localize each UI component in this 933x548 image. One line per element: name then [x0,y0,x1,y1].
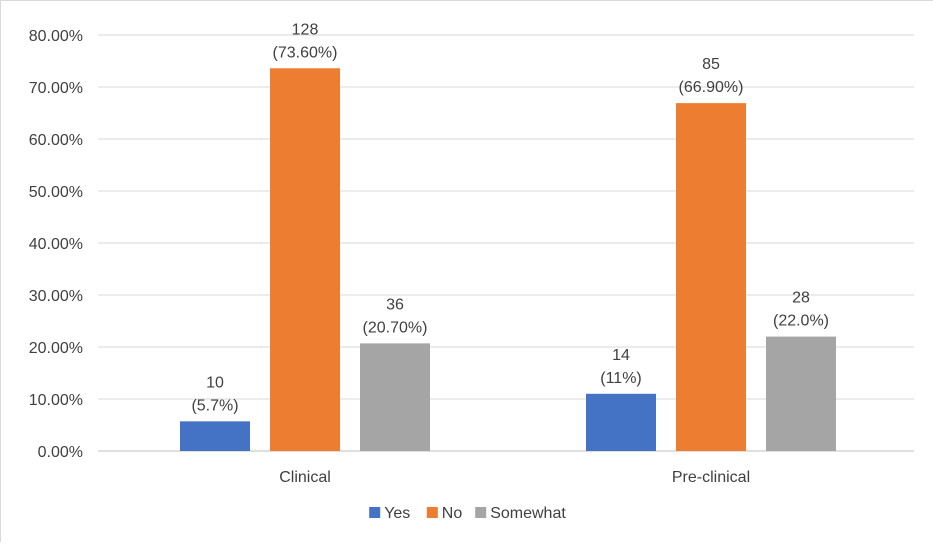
legend-swatch-somewhat [475,507,487,518]
bar-no-1 [676,103,746,452]
legend-label-somewhat: Somewhat [490,505,566,522]
data-label-percent: (20.70%) [363,319,428,336]
legend-label-yes: Yes [384,505,410,522]
legend-swatch-no [426,507,438,518]
x-category-label: Pre-clinical [672,469,750,486]
y-tick-label: 40.00% [29,236,83,253]
x-category-label: Clinical [279,469,331,486]
data-label-count: 14 [612,347,630,364]
bar-yes-1 [586,393,656,451]
data-label-count: 128 [292,21,319,38]
y-tick-label: 60.00% [29,132,83,149]
legend-label-no: No [442,505,463,522]
y-tick-label: 30.00% [29,288,83,305]
legend-swatch-yes [369,507,381,518]
bar-no-0 [270,68,340,451]
data-label-count: 10 [206,374,224,391]
y-tick-label: 50.00% [29,184,83,201]
data-label-percent: (66.90%) [679,79,744,96]
y-tick-label: 70.00% [29,80,83,97]
y-tick-label: 0.00% [38,444,83,461]
data-label-percent: (5.7%) [191,397,238,414]
y-tick-label: 80.00% [29,28,83,45]
data-label-count: 85 [702,56,720,73]
bar-somewhat-1 [766,336,836,451]
data-label-percent: (11%) [600,370,642,387]
y-tick-label: 20.00% [29,340,83,357]
bar-somewhat-0 [360,343,430,451]
data-label-count: 36 [386,296,404,313]
data-label-percent: (73.60%) [273,44,338,61]
bar-yes-0 [180,421,250,451]
data-label-percent: (22.0%) [773,313,829,330]
y-tick-label: 10.00% [29,392,83,409]
data-label-count: 28 [792,290,810,307]
